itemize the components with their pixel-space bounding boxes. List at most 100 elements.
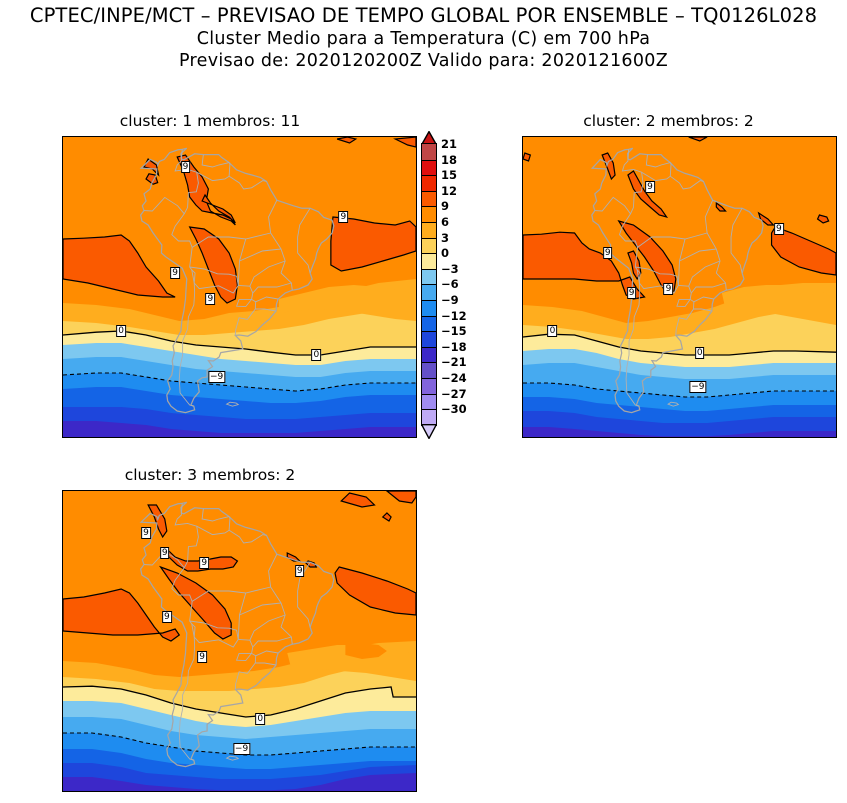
y-axis-tick: [522, 216, 523, 218]
colorbar-arrow-min: [420, 423, 438, 440]
country-border: [255, 662, 277, 666]
y-axis-tick: [522, 296, 523, 298]
contour-value-label: 0: [116, 325, 127, 337]
coastline: [590, 147, 764, 414]
contour-region-warm: [63, 588, 181, 642]
contour-region-warm: [201, 193, 236, 224]
country-border: [234, 653, 257, 690]
country-border: [235, 284, 254, 308]
contour-value-label: 9: [774, 223, 784, 235]
colorbar-tick-label: 9: [441, 199, 450, 214]
contour-region-warm: [188, 226, 239, 304]
colorbar-tick-label: 0: [441, 246, 450, 261]
y-axis-tick: [62, 196, 63, 198]
island-outline: [667, 401, 680, 407]
contour-region-warm: [330, 216, 416, 272]
contour-value-label: −9: [232, 743, 251, 755]
contour-region-warm: [63, 234, 176, 298]
contour-region-warm: [176, 154, 236, 226]
x-axis-tick: [743, 437, 745, 438]
country-border: [196, 516, 231, 536]
contour-region-warm: [523, 231, 646, 300]
contour-value-label: 9: [294, 565, 305, 577]
contour-region-band: [63, 773, 416, 791]
y-axis-tick: [62, 216, 63, 218]
y-axis-tick: [62, 510, 63, 512]
contour-value-label: 9: [663, 283, 674, 295]
coastline: [139, 501, 335, 768]
y-axis-tick: [62, 590, 63, 592]
y-axis-tick: [522, 136, 523, 138]
header-line-variable: Cluster Medio para a Temperatura (C) em …: [196, 29, 651, 49]
country-border: [625, 269, 641, 407]
contour-value-label: 9: [626, 287, 637, 299]
x-axis-tick: [270, 437, 272, 438]
x-axis-tick: [187, 791, 189, 792]
country-border: [178, 623, 196, 761]
contour-region-patch: [721, 285, 836, 325]
y-axis-tick: [62, 610, 63, 612]
contour-region-patch: [345, 643, 387, 659]
x-axis-tick: [228, 791, 230, 792]
country-border: [704, 200, 727, 291]
y-axis-tick: [522, 256, 523, 258]
country-border: [228, 529, 267, 544]
colorbar-gradient: [421, 143, 437, 426]
colorbar-band: [422, 175, 436, 191]
country-border: [679, 248, 717, 262]
contour-region-patch: [287, 645, 416, 681]
x-axis-tick: [311, 791, 313, 792]
colorbar-tick-label: −27: [441, 386, 467, 401]
y-axis-tick: [62, 630, 63, 632]
x-axis-tick: [228, 437, 230, 438]
y-axis-tick: [522, 196, 523, 198]
country-border: [228, 175, 267, 190]
colorbar-band: [422, 284, 436, 300]
y-axis-tick: [62, 136, 63, 138]
country-border: [675, 299, 695, 336]
x-axis-tick: [62, 437, 64, 438]
country-border: [693, 308, 712, 312]
header-line-times: Previsao de: 2020120200Z Valido para: 20…: [178, 51, 669, 71]
x-axis-tick: [353, 791, 355, 792]
y-axis-tick: [62, 730, 63, 732]
colorbar-band: [422, 299, 436, 316]
y-axis-tick: [62, 670, 63, 672]
colorbar-tick-label: 18: [441, 152, 458, 167]
country-border: [730, 207, 743, 274]
country-border: [191, 232, 271, 248]
colorbar-band: [422, 346, 436, 363]
contour-line-minus9: [63, 732, 416, 756]
x-axis-tick: [353, 437, 355, 438]
contour-line-minus9: [63, 372, 416, 392]
y-axis-tick: [62, 236, 63, 238]
island-outline: [225, 401, 240, 407]
x-axis-tick: [104, 437, 106, 438]
y-axis-tick: [522, 236, 523, 238]
y-axis-tick: [522, 376, 523, 378]
contour-value-label: 0: [694, 347, 705, 359]
colorbar-band: [422, 331, 436, 347]
y-axis-tick: [62, 770, 63, 772]
x-axis-tick: [187, 437, 189, 438]
y-axis-tick: [62, 356, 63, 358]
colorbar-tick-label: −6: [441, 277, 459, 292]
panel-title-cluster-2: cluster: 2 membros: 2: [583, 112, 754, 130]
x-axis-tick: [633, 437, 635, 438]
contour-line-minus9: [523, 382, 836, 398]
y-axis-tick: [62, 256, 63, 258]
colorbar-band: [422, 377, 436, 394]
country-border: [255, 650, 279, 657]
country-border: [191, 586, 271, 602]
contour-region-warm: [393, 137, 416, 148]
island-outline: [225, 755, 240, 761]
y-axis-tick: [62, 650, 63, 652]
y-axis-tick: [522, 176, 523, 178]
x-axis-tick: [394, 791, 396, 792]
y-axis-tick: [522, 416, 523, 418]
